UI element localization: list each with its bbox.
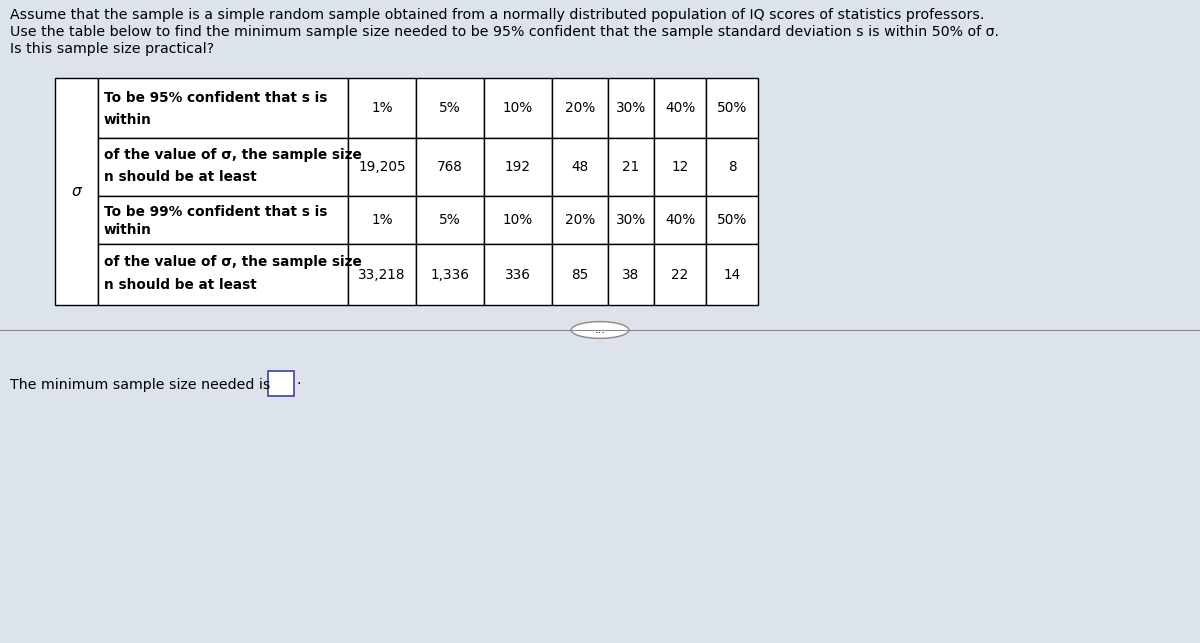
Text: of the value of σ, the sample size: of the value of σ, the sample size <box>104 255 361 269</box>
Text: 40%: 40% <box>665 101 695 115</box>
Text: n should be at least: n should be at least <box>104 278 257 293</box>
Text: 85: 85 <box>571 267 589 282</box>
Text: To be 99% confident that s is: To be 99% confident that s is <box>104 205 328 219</box>
Text: 10%: 10% <box>503 101 533 115</box>
Text: 22: 22 <box>671 267 689 282</box>
Text: of the value of σ, the sample size: of the value of σ, the sample size <box>104 149 361 163</box>
Text: 192: 192 <box>505 160 530 174</box>
Text: within: within <box>104 222 152 237</box>
Text: Is this sample size practical?: Is this sample size practical? <box>10 42 214 56</box>
Text: 21: 21 <box>623 160 640 174</box>
Text: 38: 38 <box>623 267 640 282</box>
Text: 14: 14 <box>724 267 740 282</box>
Text: 30%: 30% <box>616 101 646 115</box>
Text: 40%: 40% <box>665 213 695 227</box>
Text: 1%: 1% <box>371 213 392 227</box>
Text: Use the table below to find the minimum sample size needed to be 95% confident t: Use the table below to find the minimum … <box>10 25 998 39</box>
Text: 33,218: 33,218 <box>359 267 406 282</box>
Text: 20%: 20% <box>565 101 595 115</box>
Text: 50%: 50% <box>716 101 748 115</box>
Text: 10%: 10% <box>503 213 533 227</box>
Text: 5%: 5% <box>439 213 461 227</box>
Text: 8: 8 <box>727 160 737 174</box>
Text: 30%: 30% <box>616 213 646 227</box>
Text: 20%: 20% <box>565 213 595 227</box>
Text: σ: σ <box>72 184 82 199</box>
Text: n should be at least: n should be at least <box>104 170 257 185</box>
Text: 768: 768 <box>437 160 463 174</box>
Text: 1%: 1% <box>371 101 392 115</box>
Text: 5%: 5% <box>439 101 461 115</box>
Text: 48: 48 <box>571 160 589 174</box>
Text: ...: ... <box>594 325 606 335</box>
Text: 19,205: 19,205 <box>358 160 406 174</box>
Text: 50%: 50% <box>716 213 748 227</box>
Text: 1,336: 1,336 <box>431 267 469 282</box>
Text: .: . <box>296 373 300 387</box>
Text: 12: 12 <box>671 160 689 174</box>
Text: Assume that the sample is a simple random sample obtained from a normally distri: Assume that the sample is a simple rando… <box>10 8 984 22</box>
Text: 336: 336 <box>505 267 530 282</box>
Text: within: within <box>104 113 152 127</box>
Text: To be 95% confident that s is: To be 95% confident that s is <box>104 91 328 105</box>
Text: The minimum sample size needed is: The minimum sample size needed is <box>10 378 270 392</box>
